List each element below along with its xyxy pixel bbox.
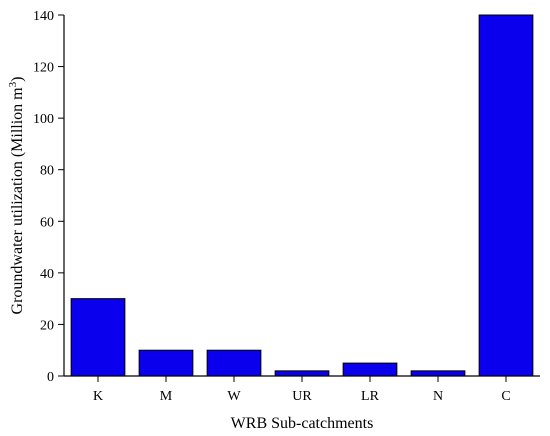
x-tick-label: LR <box>361 389 380 404</box>
bar-ur <box>274 370 330 377</box>
y-axis-title-suffix: ) <box>9 77 26 82</box>
x-axis-title: WRB Sub-catchments <box>231 415 374 432</box>
y-tick-label: 0 <box>47 370 54 385</box>
x-tick-label: M <box>160 389 173 404</box>
bar-k <box>70 298 126 377</box>
y-tick-label: 60 <box>40 215 54 230</box>
x-tick-label: K <box>93 389 103 404</box>
y-tick-label: 80 <box>40 164 54 179</box>
bar-w <box>206 349 262 377</box>
bar-m <box>138 349 194 377</box>
y-axis-title-main: Groundwater utilization (Million m <box>9 87 26 315</box>
bar-lr <box>342 362 398 377</box>
y-tick-label: 120 <box>33 61 54 76</box>
bars-layer <box>70 14 534 377</box>
y-ticks: 0 20 40 60 80 100 120 140 <box>33 9 64 385</box>
bar-n <box>410 370 466 377</box>
x-tick-label: C <box>501 389 510 404</box>
y-tick-label: 40 <box>40 267 54 282</box>
y-tick-label: 20 <box>40 318 54 333</box>
y-axis-title: Groundwater utilization (Million m3) <box>7 77 26 315</box>
x-tick-label: N <box>433 389 443 404</box>
bar-c <box>478 14 534 377</box>
x-ticks: K M W UR LR N C <box>93 376 511 404</box>
x-tick-label: UR <box>292 389 312 404</box>
axes-layer <box>63 15 540 377</box>
y-axis-title-superscript: 3 <box>7 81 19 87</box>
y-tick-label: 140 <box>33 9 54 24</box>
x-tick-label: W <box>227 389 241 404</box>
y-tick-label: 100 <box>33 112 54 127</box>
